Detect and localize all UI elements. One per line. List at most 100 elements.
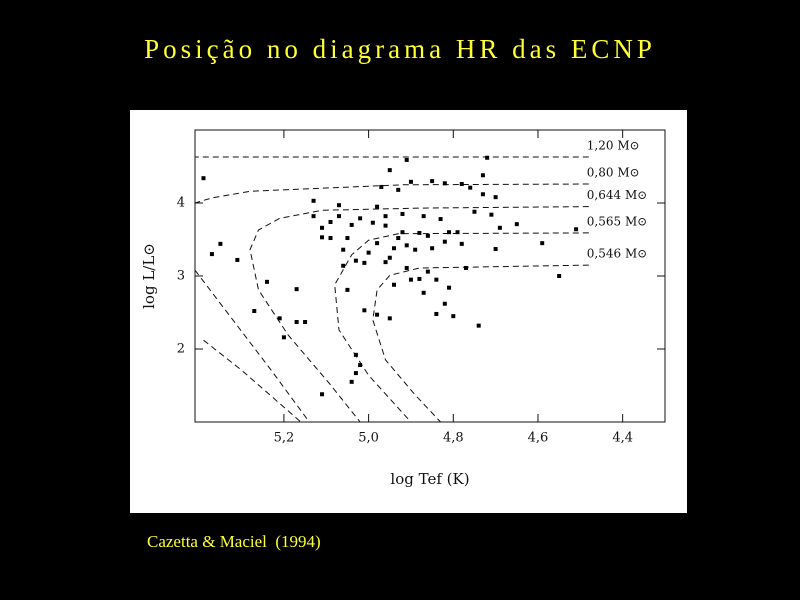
- data-point: [370, 220, 375, 225]
- data-point: [328, 219, 333, 224]
- data-point: [358, 363, 363, 368]
- x-axis-label: log Tef (K): [390, 470, 469, 488]
- data-point: [442, 239, 447, 244]
- data-point: [396, 187, 401, 192]
- data-point: [442, 181, 447, 186]
- data-point: [328, 236, 333, 241]
- data-point: [514, 222, 519, 227]
- data-point: [413, 247, 418, 252]
- data-point: [264, 279, 269, 284]
- data-point: [336, 214, 341, 219]
- y-axis-label: log L/L⊙: [140, 243, 158, 309]
- data-point: [400, 211, 405, 216]
- data-point: [421, 214, 426, 219]
- data-point: [201, 176, 206, 181]
- data-point: [396, 236, 401, 241]
- data-point: [375, 312, 380, 317]
- data-point: [451, 314, 456, 319]
- data-point: [252, 309, 257, 314]
- data-point: [379, 184, 384, 189]
- data-point: [387, 168, 392, 173]
- data-point: [408, 277, 413, 282]
- data-point: [404, 157, 409, 162]
- x-tick-label: 4,6: [528, 431, 549, 446]
- data-point: [447, 285, 452, 290]
- track-label: 0,546 M⊙: [587, 247, 648, 261]
- data-point: [408, 179, 413, 184]
- data-point: [421, 290, 426, 295]
- data-point: [493, 246, 498, 251]
- data-point: [468, 185, 473, 190]
- data-point: [392, 282, 397, 287]
- data-point: [341, 263, 346, 268]
- y-tick-label: 4: [177, 196, 185, 211]
- track-line: [195, 156, 589, 423]
- x-tick-label: 5,2: [274, 431, 295, 446]
- data-point: [320, 225, 325, 230]
- data-point: [353, 258, 358, 263]
- data-point: [336, 203, 341, 208]
- data-point: [303, 319, 308, 324]
- data-point: [349, 379, 354, 384]
- x-tick-label: 5,0: [358, 431, 379, 446]
- data-point: [447, 230, 452, 235]
- track-label: 0,80 M⊙: [587, 166, 640, 180]
- x-tick-label: 4,8: [443, 431, 464, 446]
- data-point: [383, 260, 388, 265]
- data-point: [442, 301, 447, 306]
- data-point: [345, 287, 350, 292]
- data-point: [438, 217, 443, 222]
- data-point: [362, 260, 367, 265]
- y-tick-label: 3: [177, 269, 185, 284]
- data-point: [375, 204, 380, 209]
- track-label: 0,644 M⊙: [587, 188, 648, 202]
- data-point: [320, 392, 325, 397]
- data-point: [472, 209, 477, 214]
- data-point: [345, 236, 350, 241]
- data-point: [311, 214, 316, 219]
- data-point: [375, 241, 380, 246]
- data-point: [417, 230, 422, 235]
- data-point: [493, 195, 498, 200]
- data-point: [294, 319, 299, 324]
- chart: log Tef (K) log L/L⊙ 5,2 5,0 4,8 4,6 4,4 2 3 4 1…: [130, 110, 687, 513]
- track-line: [249, 206, 589, 423]
- data-point: [366, 250, 371, 255]
- data-point: [574, 227, 579, 232]
- data-point: [218, 241, 223, 246]
- data-point: [480, 192, 485, 197]
- data-point: [455, 230, 460, 235]
- y-tick-label: 2: [177, 342, 185, 357]
- data-point: [294, 287, 299, 292]
- data-point: [463, 265, 468, 270]
- data-point: [425, 269, 430, 274]
- data-point: [362, 308, 367, 313]
- data-point: [540, 241, 545, 246]
- data-point: [392, 246, 397, 251]
- data-point: [358, 216, 363, 221]
- track-label: 1,20 M⊙: [587, 139, 640, 153]
- data-point: [459, 182, 464, 187]
- caption: Cazetta & Maciel (1994): [147, 532, 321, 551]
- data-point: [383, 214, 388, 219]
- data-point: [353, 371, 358, 376]
- track-line: [334, 232, 589, 423]
- x-tick-label: 4,4: [612, 431, 633, 446]
- data-point: [476, 323, 481, 328]
- data-point: [387, 316, 392, 321]
- data-point: [349, 222, 354, 227]
- data-point: [281, 335, 286, 340]
- data-point: [497, 225, 502, 230]
- data-point: [320, 235, 325, 240]
- data-point: [459, 241, 464, 246]
- data-point: [311, 198, 316, 203]
- data-point: [480, 173, 485, 178]
- data-point: [235, 257, 240, 262]
- track-line: [372, 264, 589, 423]
- data-point: [353, 352, 358, 357]
- chart-background: [130, 110, 687, 513]
- data-point: [404, 265, 409, 270]
- data-point: [417, 276, 422, 281]
- data-point: [209, 252, 214, 257]
